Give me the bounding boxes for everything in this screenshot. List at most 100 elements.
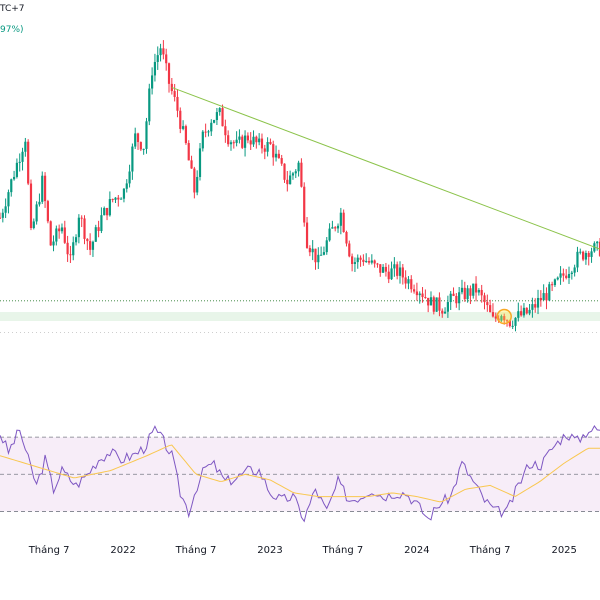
candle xyxy=(528,303,531,316)
candle xyxy=(260,133,264,154)
candle xyxy=(474,276,478,302)
candle-body xyxy=(204,131,207,133)
candle xyxy=(432,295,435,315)
candle-body xyxy=(165,54,168,64)
candle-body xyxy=(235,139,238,143)
candle xyxy=(294,169,297,179)
candle-body xyxy=(542,293,545,301)
candle xyxy=(1,208,4,223)
candle xyxy=(291,171,295,180)
x-tick-label: 2022 xyxy=(110,545,135,556)
candle-body xyxy=(181,126,185,129)
candle-body xyxy=(91,241,95,250)
candle xyxy=(111,198,114,203)
candle xyxy=(198,143,202,181)
candle xyxy=(387,264,390,284)
candle-body xyxy=(415,291,419,296)
candle xyxy=(542,284,545,301)
candle xyxy=(100,207,103,234)
candle-body xyxy=(531,304,534,310)
candle-body xyxy=(212,120,216,123)
candle xyxy=(308,245,311,257)
candle-body xyxy=(134,133,137,147)
candle xyxy=(283,163,286,183)
candle xyxy=(49,220,52,246)
candle xyxy=(170,78,173,95)
candle-body xyxy=(289,175,292,185)
candle-body xyxy=(117,197,120,200)
price-pane[interactable] xyxy=(0,40,600,333)
candle-body xyxy=(351,256,354,264)
candle-body xyxy=(94,227,97,242)
candle-body xyxy=(114,197,117,200)
candle-body xyxy=(539,297,542,301)
candle xyxy=(351,253,354,272)
candle xyxy=(429,291,433,306)
candle xyxy=(443,307,447,314)
candle-body xyxy=(570,272,573,274)
candle-body xyxy=(269,141,272,145)
candle-body xyxy=(573,267,576,273)
candle xyxy=(27,139,30,186)
candle-body xyxy=(367,260,371,263)
candle-body xyxy=(353,262,357,264)
candle xyxy=(573,264,576,277)
candle-body xyxy=(514,317,517,326)
candle-body xyxy=(334,227,337,229)
candle xyxy=(559,266,562,285)
candle-body xyxy=(345,232,348,244)
candle-body xyxy=(565,275,568,278)
x-tick-label: Tháng 7 xyxy=(469,544,511,556)
candle-body xyxy=(190,160,193,169)
candle-body xyxy=(474,283,478,293)
candle xyxy=(232,140,235,149)
candle-body xyxy=(469,288,472,296)
candle-body xyxy=(579,251,582,253)
candle xyxy=(353,257,357,272)
candle-body xyxy=(49,221,52,246)
candle-body xyxy=(525,307,528,314)
candle xyxy=(41,171,44,204)
candle-body xyxy=(86,238,89,242)
candle-body xyxy=(536,297,540,308)
candle xyxy=(514,317,517,332)
candle-body xyxy=(491,312,495,317)
candle-body xyxy=(562,273,565,276)
candle xyxy=(249,132,252,150)
candle-body xyxy=(232,142,235,144)
candle xyxy=(108,191,111,217)
candle xyxy=(441,308,444,318)
candle-body xyxy=(387,271,390,280)
candle-body xyxy=(38,201,41,205)
candle xyxy=(63,220,66,244)
candle xyxy=(176,89,179,118)
candle xyxy=(103,206,106,216)
candle-body xyxy=(463,287,466,300)
rsi-pane[interactable] xyxy=(0,425,600,523)
timezone-label: TC+7 xyxy=(0,4,25,14)
candle xyxy=(89,233,92,256)
candle-body xyxy=(311,248,314,253)
candle xyxy=(12,170,16,181)
candle-body xyxy=(412,289,416,292)
candle xyxy=(539,290,542,307)
candle xyxy=(66,235,69,262)
candle-body xyxy=(325,240,328,253)
candle xyxy=(235,131,238,147)
candle-body xyxy=(252,136,255,145)
candle-body xyxy=(207,131,210,133)
candle-body xyxy=(305,222,309,248)
candle xyxy=(210,119,213,136)
candle xyxy=(69,245,72,263)
candle-body xyxy=(69,254,72,256)
candle-body xyxy=(590,251,593,257)
candle-body xyxy=(407,279,410,284)
candle-body xyxy=(297,162,300,172)
candle-body xyxy=(274,153,278,158)
candle-body xyxy=(294,171,297,174)
candle xyxy=(46,199,49,224)
candle-body xyxy=(336,225,340,229)
candle-body xyxy=(404,277,407,284)
candle-body xyxy=(314,248,317,263)
